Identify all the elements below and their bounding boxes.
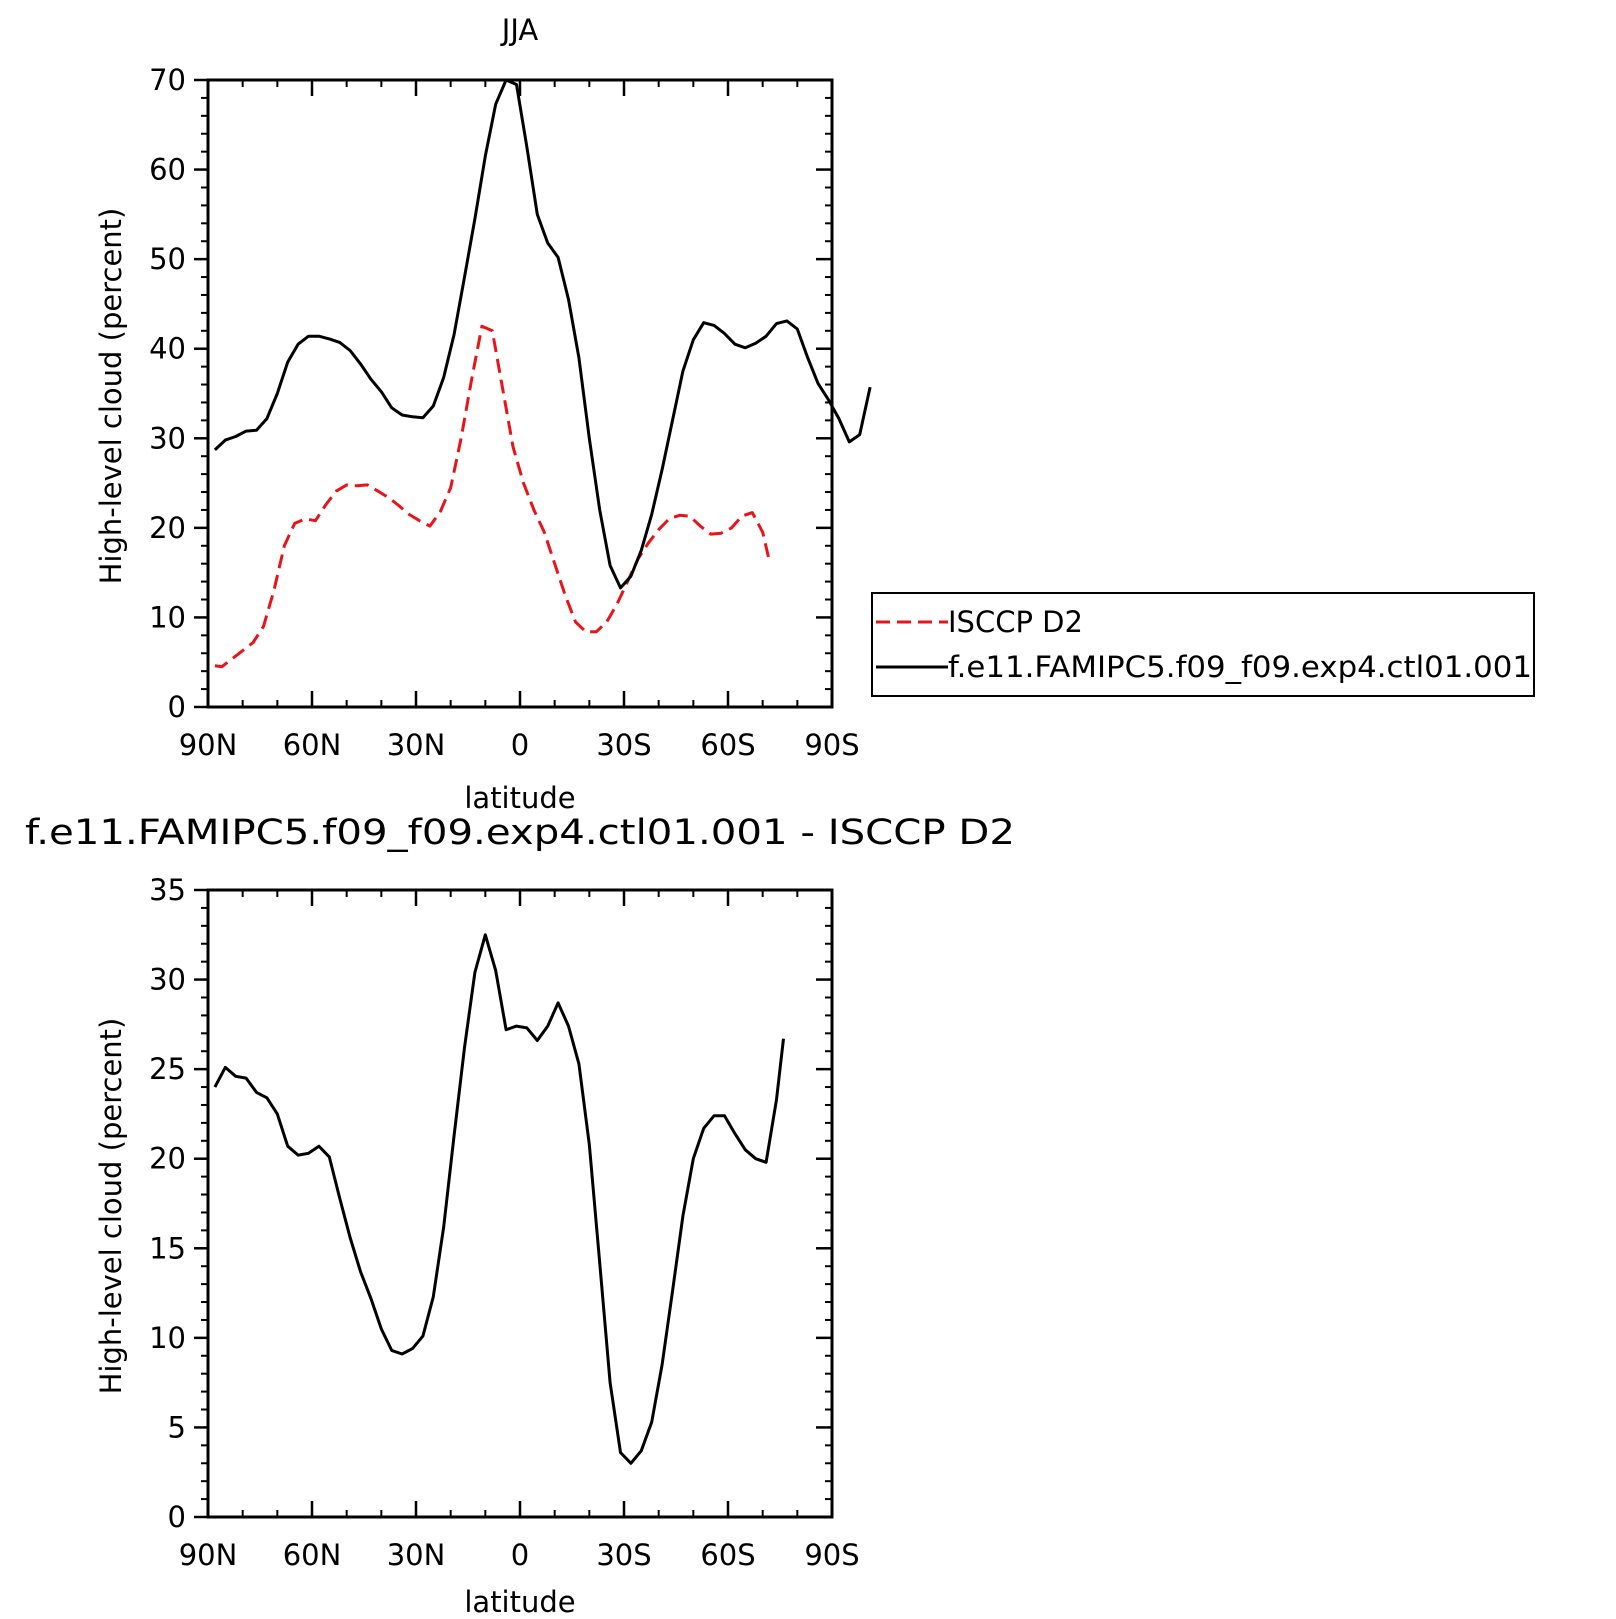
top-xlabel: latitude xyxy=(464,781,575,815)
top-y-tick-label: 40 xyxy=(149,332,186,366)
top-series-group xyxy=(213,78,872,669)
bottom-x-tick-label: 90N xyxy=(179,1538,238,1572)
bottom-series-group xyxy=(213,933,785,1465)
top-y-tick-label: 20 xyxy=(149,511,186,545)
bottom-series-line-0 xyxy=(213,933,785,1465)
bottom-x-tick-label: 60N xyxy=(283,1538,342,1572)
top-tick-group: 90N 60N 30N 0 30S 60S 90S 0 10 20 30 40 50 60 70 xyxy=(149,63,860,762)
bottom-title: f.e11.FAMIPC5.f09_f09.exp4.ctl01.001 - I… xyxy=(25,813,1015,853)
top-x-tick-label: 90S xyxy=(804,728,859,762)
top-y-tick-label: 70 xyxy=(149,63,186,97)
top-plot-frame xyxy=(206,78,834,709)
legend-label-model: f.e11.FAMIPC5.f09_f09.exp4.ctl01.001 xyxy=(948,650,1532,684)
bottom-panel: f.e11.FAMIPC5.f09_f09.exp4.ctl01.001 - I… xyxy=(25,813,1015,1619)
bottom-plot-frame xyxy=(206,888,834,1519)
top-x-tick-label: 60N xyxy=(283,728,342,762)
top-series-line-0 xyxy=(214,324,772,669)
top-y-tick-label: 60 xyxy=(149,153,186,187)
legend: ISCCP D2 f.e11.FAMIPC5.f09_f09.exp4.ctl0… xyxy=(871,592,1535,697)
bottom-y-tick-label: 10 xyxy=(149,1321,186,1355)
bottom-x-tick-label: 0 xyxy=(511,1538,529,1572)
bottom-x-tick-label: 60S xyxy=(700,1538,755,1572)
top-x-tick-label: 0 xyxy=(511,728,529,762)
top-y-tick-label: 0 xyxy=(168,690,186,724)
bottom-x-tick-label: 30N xyxy=(387,1538,446,1572)
top-title: JJA xyxy=(500,13,539,47)
top-y-tick-label: 50 xyxy=(149,242,186,276)
bottom-y-tick-label: 0 xyxy=(168,1500,186,1534)
top-x-tick-label: 30S xyxy=(596,728,651,762)
bottom-ylabel: High-level cloud (percent) xyxy=(94,1018,128,1395)
top-y-tick-label: 10 xyxy=(149,600,186,634)
bottom-x-tick-label: 90S xyxy=(804,1538,859,1572)
top-x-tick-label: 60S xyxy=(700,728,755,762)
top-ylabel: High-level cloud (percent) xyxy=(94,208,128,585)
bottom-y-tick-label: 20 xyxy=(149,1142,186,1176)
bottom-y-tick-label: 5 xyxy=(168,1410,186,1444)
bottom-y-tick-label: 30 xyxy=(149,963,186,997)
legend-label-isccp: ISCCP D2 xyxy=(948,605,1083,639)
bottom-xlabel: latitude xyxy=(464,1585,575,1619)
top-x-tick-label: 90N xyxy=(179,728,238,762)
top-x-tick-label: 30N xyxy=(387,728,446,762)
bottom-y-tick-label: 25 xyxy=(149,1052,186,1086)
top-y-tick-label: 30 xyxy=(149,421,186,455)
bottom-x-tick-label: 30S xyxy=(596,1538,651,1572)
top-series-line-1 xyxy=(213,78,872,590)
bottom-tick-group: 90N 60N 30N 0 30S 60S 90S 0 5 10 15 20 25 30 35 xyxy=(149,873,860,1572)
bottom-y-tick-label: 15 xyxy=(149,1231,186,1265)
legend-box xyxy=(871,592,1535,697)
bottom-y-tick-label: 35 xyxy=(149,873,186,907)
top-panel: JJA High-level cloud (percent) latitude … xyxy=(94,13,872,815)
